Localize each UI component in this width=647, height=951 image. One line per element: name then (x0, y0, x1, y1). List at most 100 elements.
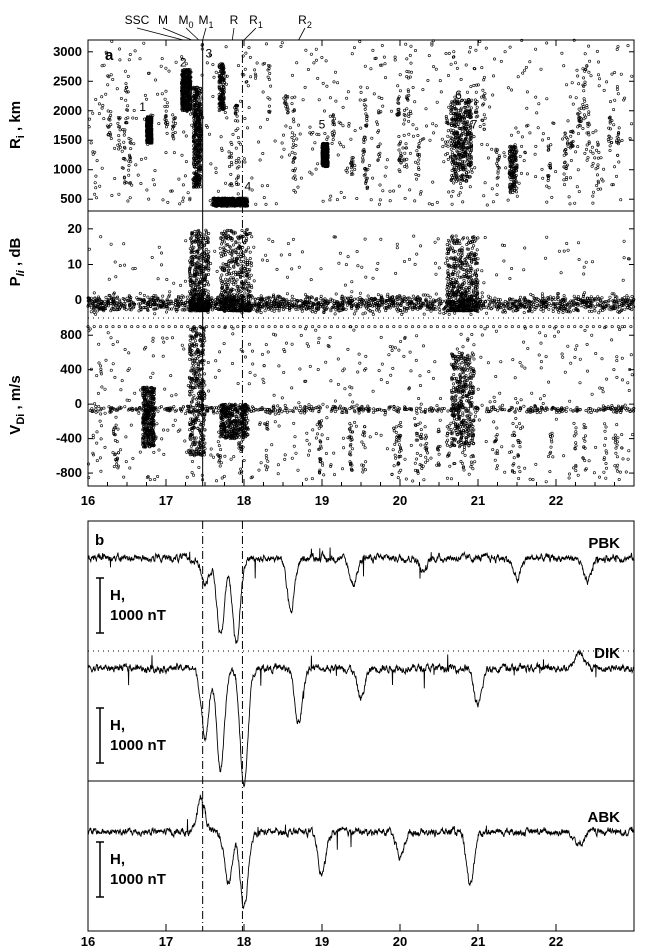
ri-point (204, 124, 208, 128)
ri-point (377, 111, 381, 115)
ri-point (416, 153, 420, 157)
ri-point (449, 62, 453, 66)
ri-point (546, 148, 550, 152)
ri-point (581, 127, 585, 131)
ri-point (146, 134, 150, 138)
ri-point (123, 89, 127, 93)
ri-point (329, 194, 333, 198)
ri-point (164, 66, 168, 70)
ri-point (195, 144, 199, 148)
ri-point (566, 141, 570, 145)
ri-point (363, 167, 367, 171)
ri-point (482, 123, 486, 127)
ri-point (397, 101, 401, 105)
ri-point (378, 183, 382, 187)
ri-point (164, 109, 168, 113)
ri-point (495, 164, 499, 168)
ri-point (596, 60, 600, 64)
ri-point (258, 158, 262, 162)
ri-point (565, 142, 569, 146)
ri-point (94, 98, 98, 102)
ri-point (161, 198, 165, 202)
ri-point (397, 148, 401, 152)
ri-point (599, 156, 603, 160)
ri-point (268, 72, 272, 76)
ri-point (421, 88, 425, 92)
ri-point (192, 134, 196, 138)
ri-point (284, 102, 288, 106)
ri-point (109, 73, 113, 77)
ri-point (413, 160, 417, 164)
ri-point (547, 148, 551, 152)
ri-point (534, 175, 538, 179)
ri-point (235, 183, 239, 187)
ri-point (117, 147, 121, 151)
ri-point (403, 118, 407, 122)
ri-point (102, 63, 106, 67)
ri-point (449, 112, 453, 116)
ri-point (245, 80, 249, 84)
x-tick-label: 16 (81, 493, 95, 508)
ri-point (346, 90, 350, 94)
ri-point (402, 122, 406, 126)
ri-point (363, 135, 367, 139)
ri-point (286, 107, 290, 111)
ri-point (118, 145, 122, 149)
ri-point (587, 110, 591, 114)
ri-point (196, 180, 200, 184)
ri-point (490, 147, 494, 151)
ri-point (449, 128, 453, 132)
ri-point (184, 68, 188, 72)
ri-point (192, 154, 196, 158)
ri-point (591, 151, 595, 155)
ri-point (100, 106, 104, 110)
ri-point (170, 189, 174, 193)
ri-point (262, 196, 266, 200)
ri-point (608, 121, 612, 125)
ri-point (345, 166, 349, 170)
ri-point (104, 92, 108, 96)
ri-point (95, 159, 99, 163)
ri-point (361, 149, 365, 153)
ri-point (192, 85, 196, 89)
ri-point (153, 169, 157, 173)
ri-point (194, 133, 198, 137)
ri-point (571, 139, 575, 143)
ri-point (591, 190, 595, 194)
ri-point (541, 138, 545, 142)
ri-point (452, 50, 456, 54)
ri-point (186, 72, 190, 76)
ri-point (455, 66, 459, 70)
ri-point (571, 130, 575, 134)
ri-point (258, 125, 262, 129)
ri-point (127, 136, 131, 140)
ri-point (427, 54, 431, 58)
ri-point (296, 185, 300, 189)
ri-point (313, 141, 317, 145)
ri-point (181, 103, 185, 107)
ri-point (174, 60, 178, 64)
ri-point (617, 137, 621, 141)
ri-point (286, 111, 290, 115)
ri-point (188, 87, 192, 91)
ri-point (577, 123, 581, 127)
ri-point (483, 97, 487, 101)
ri-point (195, 125, 199, 129)
ri-point (540, 167, 544, 171)
ri-point (514, 126, 518, 130)
ri-point (378, 63, 382, 67)
ri-point (596, 187, 600, 191)
ri-point (587, 141, 591, 145)
ri-point (250, 188, 254, 192)
ri-point (186, 98, 190, 102)
ri-point (587, 140, 591, 144)
ri-point (198, 125, 202, 129)
ri-point (459, 77, 463, 81)
ri-point (482, 127, 486, 131)
ri-point (134, 163, 138, 167)
ri-point (534, 95, 538, 99)
pli-point (426, 293, 430, 297)
ri-point (291, 160, 295, 164)
ri-point (273, 139, 277, 143)
ri-point (284, 105, 288, 109)
